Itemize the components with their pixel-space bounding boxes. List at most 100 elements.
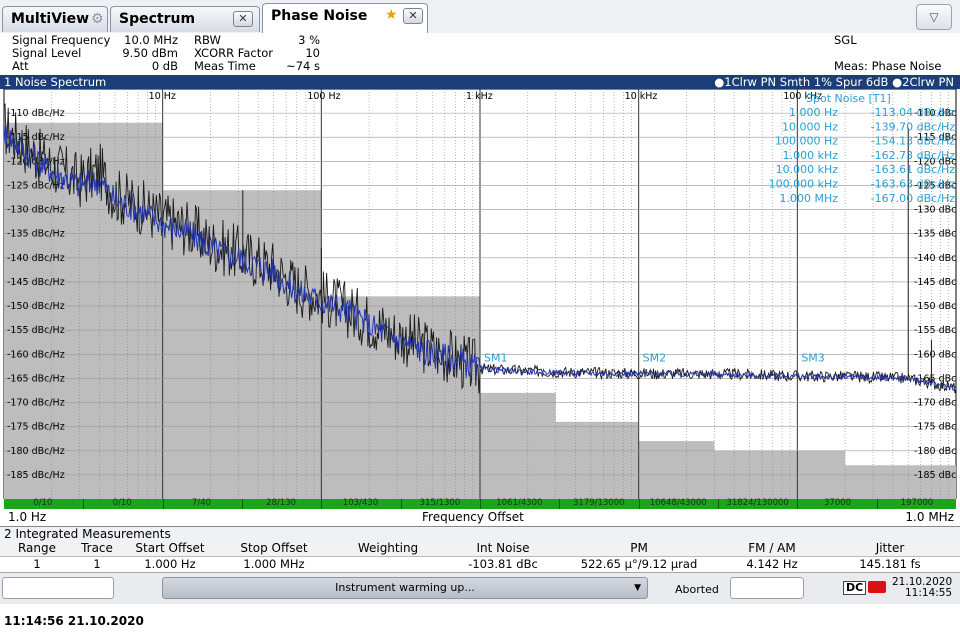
signal-level-value[interactable]: 9.50 dBm: [122, 46, 178, 60]
spot-marker-label: SM2: [643, 352, 666, 365]
y-tick-label-left: -140 dBc/Hz: [7, 253, 65, 264]
range-bar-segment: 103/430: [342, 498, 379, 508]
xcorr-label: XCORR Factor: [194, 46, 273, 60]
plot-svg: 10 Hz 100 Hz 1 kHz 10 kHz 100 kHz -110 dBc/Hz…: [3, 89, 957, 499]
header-start-offset: Start Offset: [135, 541, 205, 555]
spot-noise-frequency: 10.000 kHz: [776, 163, 839, 176]
status-time: 11:14:55: [904, 587, 953, 599]
frequency-axis-title: Frequency Offset: [422, 510, 524, 524]
close-icon[interactable]: ✕: [403, 8, 423, 24]
range-bar-segment: 31824/130000: [726, 498, 789, 508]
y-tick-label-right: -140 dBc: [914, 253, 956, 264]
status-message-dropdown[interactable]: Instrument warming up... ▼: [162, 577, 648, 599]
spot-marker-label: SM1: [484, 352, 507, 365]
dc-coupling-indicator: DC: [843, 581, 867, 595]
y-tick-label-right: -160 dBc: [914, 349, 956, 360]
y-tick-label-right: -180 dBc: [914, 446, 956, 457]
y-tick-label-right: -170 dBc: [914, 398, 956, 409]
spot-noise-frequency: 10.000 Hz: [782, 120, 838, 133]
range-bar-divider: [400, 499, 402, 509]
noise-spectrum-plot[interactable]: 10 Hz 100 Hz 1 kHz 10 kHz 100 kHz -110 dBc/Hz…: [0, 89, 960, 499]
x-tick-label: 10 Hz: [149, 91, 176, 102]
noise-spectrum-titlebar[interactable]: 1 Noise Spectrum ●1Clrw PN Smth 1% Spur …: [0, 75, 960, 89]
status-datetime: 21.10.2020 11:14:55: [892, 577, 952, 599]
tab-bar: MultiView ⚙ Spectrum ✕ Phase Noise ★ ✕ ▽: [0, 0, 960, 34]
close-icon[interactable]: ✕: [233, 11, 253, 27]
tab-menu-dropdown-button[interactable]: ▽: [916, 4, 952, 30]
status-input-box[interactable]: [2, 577, 114, 599]
cell-pm: 522.65 µ°/9.12 µrad: [580, 557, 698, 571]
header-pm: PM: [630, 541, 648, 555]
x-tick-label: 100 kHz: [783, 91, 822, 102]
range-bar-segment: 10648/43000: [649, 498, 707, 508]
range-bar-divider: [559, 499, 561, 509]
spot-noise-value: -162.73 dBc/Hz: [871, 149, 956, 162]
y-tick-label-left: -185 dBc/Hz: [7, 470, 65, 481]
x-tick-label: 100 Hz: [307, 91, 340, 102]
y-tick-label-right: -110 dBc: [914, 108, 956, 119]
star-icon: ★: [385, 7, 398, 23]
meas-time-label: Meas Time: [194, 59, 256, 73]
measurement-settings: Signal Frequency 10.0 MHz Signal Level 9…: [0, 33, 960, 75]
integrated-title: 2 Integrated Measurements: [4, 527, 171, 541]
status-progress-box[interactable]: [730, 577, 804, 599]
range-bar-divider: [480, 499, 481, 509]
att-value[interactable]: 0 dB: [151, 59, 178, 73]
tab-multiview[interactable]: MultiView ⚙: [2, 6, 108, 32]
cell-start-offset: 1.000 Hz: [144, 557, 196, 571]
sweep-mode: SGL: [834, 33, 857, 47]
range-bar-segment: 3179/13000: [573, 498, 625, 508]
spot-noise-frequency: 1.000 kHz: [783, 149, 839, 162]
tab-label: MultiView: [11, 11, 90, 27]
spot-noise-frequency: 1.000 MHz: [779, 192, 838, 205]
y-tick-label-right: -155 dBc: [914, 325, 956, 336]
range-bar-divider: [321, 499, 323, 509]
y-tick-label-left: -165 dBc/Hz: [7, 373, 65, 384]
y-tick-label-left: -115 dBc/Hz: [7, 132, 65, 143]
header-weighting: Weighting: [357, 541, 419, 555]
xcorr-value[interactable]: 10: [305, 46, 320, 60]
cell-range: 1: [33, 557, 41, 571]
spot-marker-label: SM3: [801, 352, 824, 365]
y-tick-label-left: -150 dBc/Hz: [7, 301, 65, 312]
range-bar-divider: [718, 499, 719, 509]
y-tick-label-left: -175 dBc/Hz: [7, 422, 65, 433]
gear-icon[interactable]: ⚙: [91, 11, 104, 27]
range-bar-segment: 0/10: [112, 498, 132, 508]
network-icon: [868, 581, 886, 593]
footer-timestamp: 11:14:56 21.10.2020: [4, 614, 144, 628]
y-tick-label-right: -115 dBc: [914, 132, 956, 143]
tab-label: Phase Noise: [271, 8, 368, 24]
cell-jitter: 145.181 fs: [859, 557, 921, 571]
spot-noise-value: -154.13 dBc/Hz: [871, 135, 956, 148]
spot-noise-frequency: 1.000 Hz: [789, 106, 838, 119]
spot-noise-frequency: 100.000 Hz: [775, 135, 838, 148]
header-stop-offset: Stop Offset: [240, 541, 308, 555]
y-tick-label-left: -180 dBc/Hz: [7, 446, 65, 457]
chevron-down-icon: ▼: [634, 583, 641, 593]
tab-phase-noise[interactable]: Phase Noise ★ ✕: [262, 3, 428, 34]
table-row[interactable]: 1 1 1.000 Hz 1.000 MHz -103.81 dBc 522.6…: [0, 557, 960, 572]
spot-noise-frequency: 100.000 kHz: [769, 178, 839, 191]
integrated-measurements-titlebar[interactable]: 2 Integrated Measurements: [0, 526, 960, 541]
range-bar-divider: [876, 499, 878, 509]
signal-level-label: Signal Level: [12, 46, 82, 60]
y-tick-label-right: -135 dBc: [914, 229, 956, 240]
sweep-status: Aborted: [675, 583, 719, 596]
table-header: Range Trace Start Offset Stop Offset Wei…: [0, 541, 960, 557]
trace-info: ●1Clrw PN Smth 1% Spur 6dB ●2Clrw PN: [714, 75, 954, 89]
meas-time-value[interactable]: ~74 s: [286, 59, 320, 73]
cell-fm-am: 4.142 Hz: [746, 557, 798, 571]
panel-title: 1 Noise Spectrum: [4, 75, 107, 89]
spot-noise-value: -163.61 dBc/Hz: [871, 163, 956, 176]
tab-spectrum[interactable]: Spectrum ✕: [110, 6, 260, 32]
tab-label: Spectrum: [119, 11, 196, 27]
header-fm-am: FM / AM: [748, 541, 796, 555]
range-bar-segment: 315/1300: [419, 498, 461, 508]
range-bar-segment: 7/40: [191, 498, 212, 508]
signal-frequency-value[interactable]: 10.0 MHz: [124, 33, 178, 47]
status-date: 21.10.2020: [892, 576, 953, 588]
rbw-value[interactable]: 3 %: [298, 33, 320, 47]
y-tick-label-right: -185 dBc: [914, 470, 956, 481]
range-bar-segment: 1061/4300: [496, 498, 543, 508]
